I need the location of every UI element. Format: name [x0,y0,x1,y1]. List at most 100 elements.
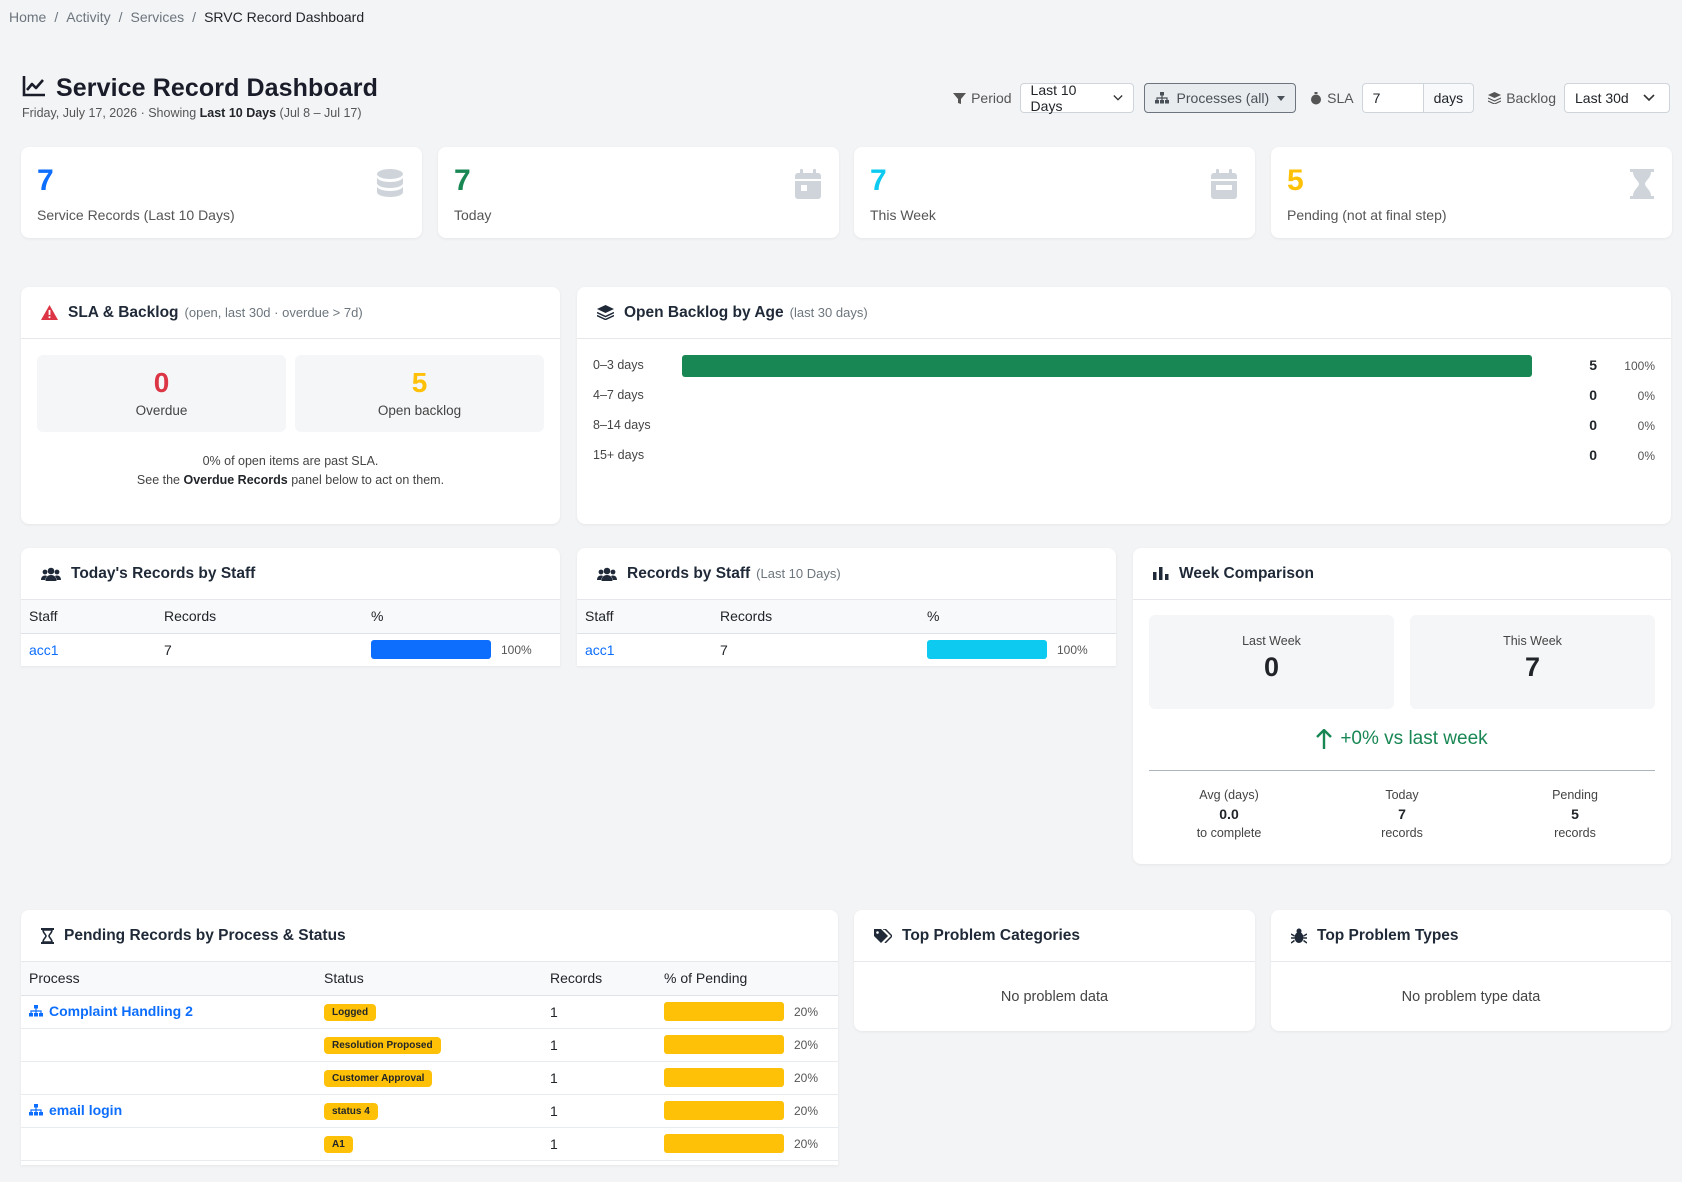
breadcrumb-home[interactable]: Home [9,9,47,25]
period-select-value: Last 10 Days [1030,82,1077,114]
overdue-records-reference: Overdue Records [183,473,288,487]
table-row: A1 1 20% [21,1127,838,1161]
column-header[interactable]: Staff [21,600,164,634]
breadcrumb-activity[interactable]: Activity [66,9,111,25]
period-select[interactable]: Last 10 Days [1019,82,1134,114]
percentage-bar: 100% [371,640,560,659]
staff-link[interactable]: acc1 [585,641,615,658]
empty-state-text: No problem data [1000,989,1109,1005]
table-row: Resolution Proposed 1 20% [21,1028,838,1062]
avg-days-stat: Avg (days) 0.0 to complete [1149,786,1309,843]
process-link[interactable]: email login [29,1102,122,1118]
percentage-bar: 20% [664,1002,838,1021]
overdue-value: 0 [153,367,170,398]
today-staff-panel: Today's Records by Staff Staff Records %… [21,548,560,667]
column-header[interactable]: Status [324,962,550,996]
column-header[interactable]: Records [164,600,371,634]
bar-fill [664,1002,784,1021]
column-header[interactable]: % of Pending [664,962,838,996]
warning-triangle-icon [41,305,58,320]
column-header[interactable]: % [927,600,1116,634]
percentage-bar: 100% [927,640,1116,659]
panel-title: Today's Records by Staff [71,564,256,582]
column-header[interactable]: % [371,600,560,634]
breadcrumb-separator: / [54,9,59,25]
percentage-bar: 20% [664,1035,838,1054]
percentage-label: 100% [501,642,532,657]
calendar-week-icon [1211,169,1237,204]
staff-link[interactable]: acc1 [29,641,59,658]
subtitle-period: Last 10 Days [199,106,277,120]
age-count: 0 [1589,387,1597,403]
hourglass-icon [41,927,54,944]
pending-records-panel: Pending Records by Process & Status Proc… [21,910,838,1165]
panel-header: Records by Staff (Last 10 Days) [577,548,1116,600]
table-row: acc1 7 100% [21,633,560,667]
last-week-label: Last Week [1242,634,1301,648]
backlog-select[interactable]: Last 30d [1564,83,1670,113]
percentage-label: 20% [794,1103,819,1118]
records-count: 1 [550,1094,664,1128]
users-icon [41,567,61,581]
percentage-label: 20% [794,1070,819,1085]
period-label: Period [953,90,1012,106]
sla-label: SLA [1310,90,1354,106]
pending-records-table: Process Status Records % of Pending Comp… [21,962,838,1161]
panel-header: SLA & Backlog (open, last 30d · overdue … [21,287,560,339]
backlog-age-panel: Open Backlog by Age (last 30 days) 0–3 d… [577,287,1671,524]
divider [1149,770,1655,771]
tags-icon [874,928,892,943]
status-badge: status 4 [324,1103,378,1120]
pending-stat: Pending 5 records [1495,786,1655,843]
bar-fill [664,1134,784,1153]
bug-icon [1291,928,1307,944]
process-link[interactable]: Complaint Handling 2 [29,1003,193,1019]
sitemap-icon [1154,92,1169,104]
age-count: 5 [1589,357,1597,373]
column-header[interactable]: Staff [577,600,720,634]
top-types-panel: Top Problem Types No problem type data [1271,910,1671,1031]
stat-value: 7 [454,164,471,197]
percentage-label: 20% [794,1136,819,1151]
page-subtitle: Friday, July 17, 2026 · Showing Last 10 … [22,106,362,120]
avg-days-sub: to complete [1196,826,1262,840]
pending-value: 5 [1571,806,1579,822]
bar-fill [927,640,1047,659]
sitemap-icon [29,1005,43,1017]
this-week-box: This Week 7 [1410,615,1655,709]
age-bucket-label: 0–3 days [593,358,644,372]
week-delta: +0% vs last week [1133,728,1671,750]
sla-days-input[interactable]: 7 [1361,83,1424,113]
arrow-up-icon [1316,729,1333,749]
open-backlog-box: 5 Open backlog [295,355,544,432]
column-header[interactable]: Process [21,962,324,996]
backlog-label: Backlog [1488,90,1556,106]
processes-dropdown-button[interactable]: Processes (all) [1143,83,1297,113]
panel-title: Top Problem Categories [902,926,1080,944]
stat-label: This Week [870,207,936,223]
column-header[interactable]: Records [550,962,664,996]
sla-note-suffix: panel below to act on them. [287,473,445,487]
backlog-age-row: 8–14 days 0 0% [577,415,1671,437]
this-week-value: 7 [1524,652,1541,682]
sla-backlog-panel: SLA & Backlog (open, last 30d · overdue … [21,287,560,524]
bar-fill [371,640,491,659]
breadcrumb-services[interactable]: Services [130,9,185,25]
calendar-icon [795,169,821,204]
age-bar-fill [682,355,1532,377]
chevron-down-icon [1643,94,1655,102]
process-name: Complaint Handling 2 [49,1003,193,1019]
records-count: 1 [550,1061,664,1095]
stat-label: Service Records (Last 10 Days) [37,207,235,223]
column-header[interactable]: Records [720,600,927,634]
percentage-label: 20% [794,1004,819,1019]
percentage-label: 100% [1057,642,1088,657]
today-staff-table: Staff Records % acc1 7 100% [21,600,560,667]
process-name: email login [49,1102,123,1118]
age-percentage: 0% [1637,449,1655,463]
records-count: 7 [720,633,927,667]
panel-header: Today's Records by Staff [21,548,560,600]
age-bucket-label: 4–7 days [593,388,644,402]
stopwatch-icon [1311,91,1322,104]
today-value: 7 [1398,806,1406,822]
